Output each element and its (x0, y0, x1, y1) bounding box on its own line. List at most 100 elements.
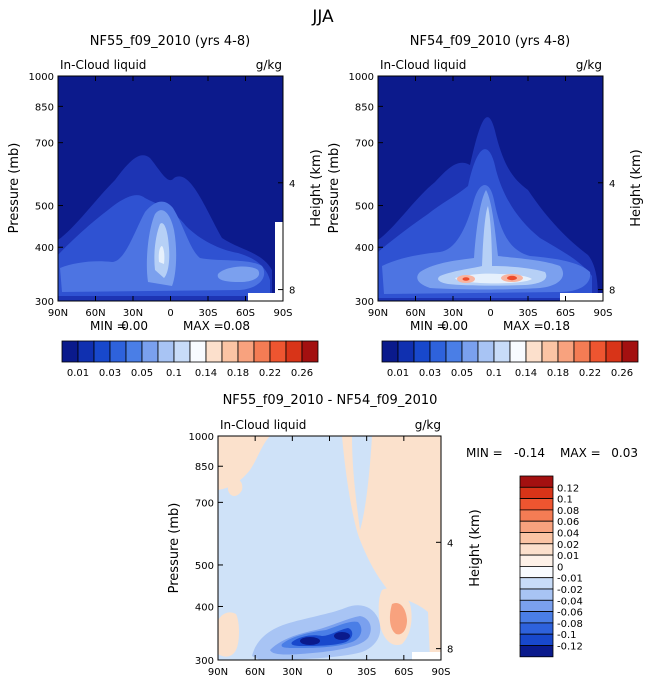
colorbar-box (477, 340, 495, 363)
y2-tick-label: 4 (609, 179, 615, 190)
y-tick-label: 400 (35, 243, 54, 254)
y2-tick-label: 4 (289, 179, 295, 190)
y2-axis-title: Height (km) (309, 149, 324, 226)
min-label: MIN = (90, 319, 127, 333)
x-tick-label: 30N (443, 308, 463, 319)
plot-area (218, 436, 441, 660)
max-value: 0.03 (611, 446, 638, 460)
y-tick-label: 700 (195, 498, 214, 509)
y-axis-title: Pressure (mb) (167, 503, 182, 594)
colorbar-label: 0.1 (486, 368, 502, 379)
y-tick-label: 300 (355, 297, 374, 308)
colorbar-box (621, 340, 639, 363)
x-tick-label: 90N (208, 667, 228, 678)
colorbar-box (269, 340, 287, 363)
y2-tick-label: 8 (289, 286, 295, 297)
colorbar-box (461, 340, 479, 363)
colorbar-box (519, 509, 554, 522)
x-tick-label: 60N (245, 667, 265, 678)
colorbar-label: -0.06 (557, 608, 583, 619)
x-tick-label: 0 (326, 667, 332, 678)
colorbar-label: 0.26 (611, 368, 633, 379)
colorbar-box (519, 532, 554, 545)
colorbar-label: 0.01 (387, 368, 409, 379)
y-tick-label: 400 (355, 243, 374, 254)
colorbar-box (253, 340, 271, 363)
y2-tick-label: 8 (609, 286, 615, 297)
x-tick-label: 90S (431, 667, 450, 678)
colorbar-box (397, 340, 415, 363)
panel-nf55: NF55_f09_2010 (yrs 4-8) In-Cloud liquid … (7, 34, 324, 379)
y-tick-label: 1000 (29, 72, 54, 83)
x-tick-label: 90N (48, 308, 68, 319)
colorbar-box (493, 340, 511, 363)
y-tick-label: 300 (195, 656, 214, 667)
panel-nf54: NF54_f09_2010 (yrs 4-8) In-Cloud liquid … (327, 34, 644, 379)
y-tick-label: 850 (35, 102, 54, 113)
colorbar-box (519, 520, 554, 533)
colorbar-box (557, 340, 575, 363)
colorbar-label: 0.18 (547, 368, 569, 379)
plot-area (378, 76, 603, 301)
y-tick-label: 700 (355, 139, 374, 150)
colorbar-box (381, 340, 399, 363)
contour-layer (334, 632, 350, 640)
plot-area (58, 76, 283, 301)
x-tick-label: 60N (405, 308, 425, 319)
colorbar-label: -0.08 (557, 619, 583, 630)
y-axis-title: Pressure (mb) (327, 143, 342, 234)
colorbar-box (589, 340, 607, 363)
colorbar-box (519, 599, 554, 612)
colorbar-box (221, 340, 239, 363)
contour-layer (228, 478, 243, 496)
colorbar-box (519, 498, 554, 511)
field-label: In-Cloud liquid (380, 58, 466, 72)
x-tick-label: 30S (518, 308, 537, 319)
colorbar-label: 0.08 (557, 506, 579, 517)
y-tick-label: 700 (35, 139, 54, 150)
x-tick-label: 90S (593, 308, 612, 319)
colorbar-box (301, 340, 319, 363)
colorbar-box (519, 633, 554, 646)
colorbar-box (429, 340, 447, 363)
x-tick-label: 0 (167, 308, 173, 319)
x-tick-label: 60S (236, 308, 255, 319)
panel-difference: NF55_f09_2010 - NF54_f09_2010 In-Cloud l… (167, 393, 638, 678)
field-label: In-Cloud liquid (60, 58, 146, 72)
colorbar-box (125, 340, 143, 363)
colorbar-box (157, 340, 175, 363)
colorbar-box (509, 340, 527, 363)
min-label: MIN = (466, 446, 503, 460)
units-label: g/kg (415, 418, 441, 432)
field-label: In-Cloud liquid (220, 418, 306, 432)
colorbar-box (519, 543, 554, 556)
y-tick-label: 500 (355, 202, 374, 213)
max-label: MAX = (183, 319, 224, 333)
y-tick-label: 300 (35, 297, 54, 308)
colorbar-label: 0.14 (195, 368, 217, 379)
y-tick-label: 1000 (189, 432, 214, 443)
colorbar-box (77, 340, 95, 363)
y-axis-title: Pressure (mb) (7, 143, 22, 234)
max-value: 0.18 (543, 319, 570, 333)
x-tick-label: 30N (282, 667, 302, 678)
colorbar-box (61, 340, 79, 363)
x-tick-label: 60S (556, 308, 575, 319)
colorbar-label: 0.14 (515, 368, 537, 379)
colorbar-label: -0.1 (557, 630, 577, 641)
colorbar-label: 0.02 (557, 540, 579, 551)
min-value: 0.00 (121, 319, 148, 333)
x-tick-label: 60N (85, 308, 105, 319)
colorbar-box (519, 645, 554, 658)
terrain-mask (275, 222, 283, 301)
colorbar-label: 0.01 (67, 368, 89, 379)
colorbar-box (413, 340, 431, 363)
contour-layer (352, 436, 372, 530)
contour-layer (158, 246, 165, 264)
colorbar-box (519, 588, 554, 601)
colorbar-label: 0.22 (579, 368, 601, 379)
contour-layer (300, 637, 320, 645)
colorbar-box (189, 340, 207, 363)
y-tick-label: 1000 (349, 72, 374, 83)
contour-layer (462, 277, 470, 281)
